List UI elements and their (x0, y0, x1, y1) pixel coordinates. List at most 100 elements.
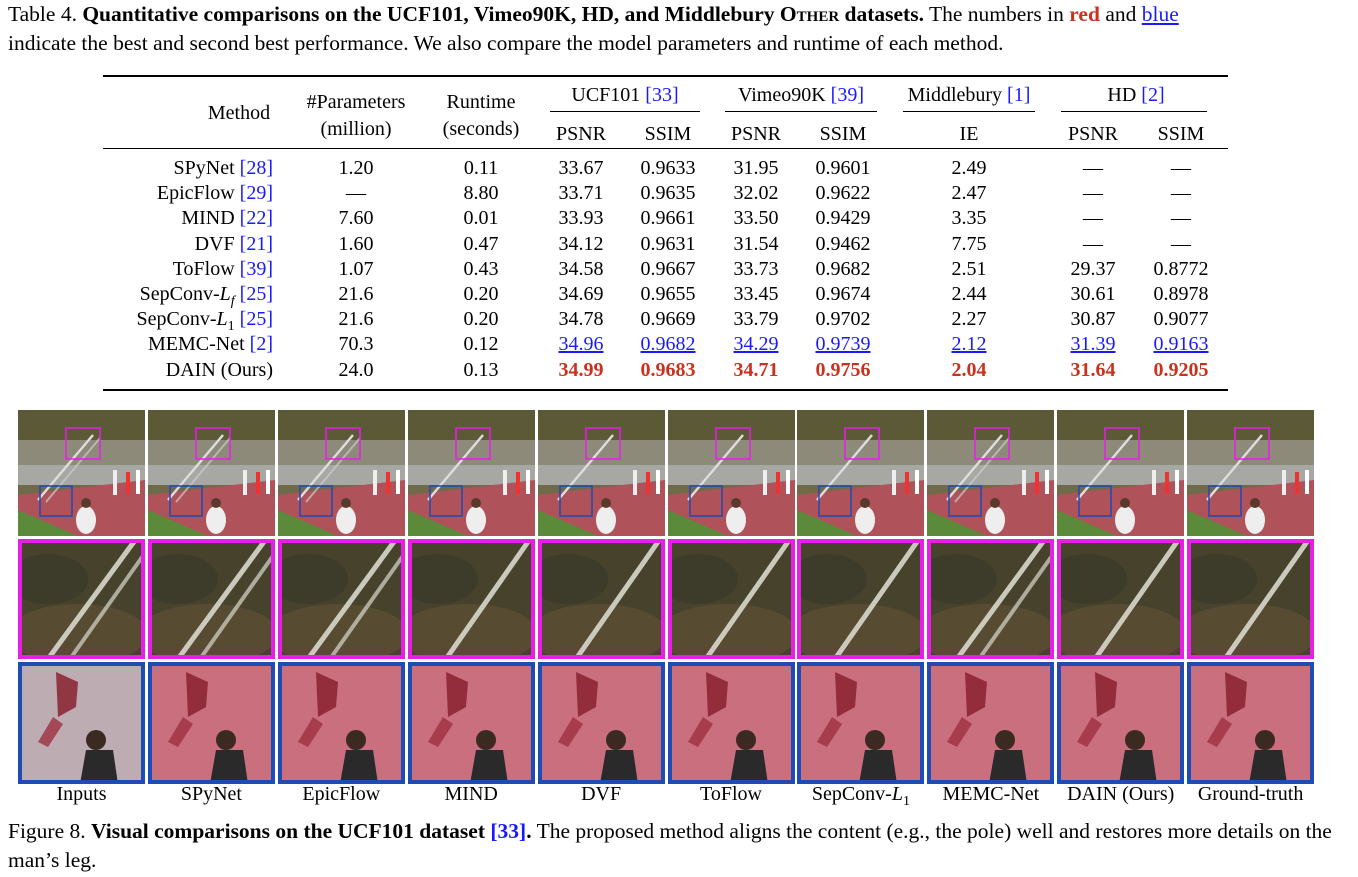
cell-ucf-ssim: 0.9667 (640, 257, 696, 280)
cell-params: 1.20 (338, 157, 374, 179)
pole-zoom-crop (667, 539, 795, 659)
cell-hd-ssim: — (1171, 207, 1191, 230)
cell-params: 21.6 (338, 308, 374, 331)
cell-params: 24.0 (338, 358, 374, 381)
red-word: red (1069, 2, 1100, 26)
cell-hd-ssim: — (1171, 232, 1191, 255)
leg-zoom-crop (667, 662, 795, 784)
cell-ie: 2.04 (951, 358, 987, 381)
cell-ie: 2.47 (951, 182, 987, 205)
cell-runtime: 0.20 (463, 308, 499, 331)
column-label: Inputs (56, 783, 107, 805)
table-caption-text-b: and (1099, 2, 1142, 26)
cell-ie: 7.75 (951, 232, 987, 255)
column-label: MIND (444, 783, 498, 805)
citation-link[interactable]: [25] (239, 283, 273, 305)
leg-zoom-crop (277, 662, 405, 784)
cell-hd-ssim: — (1171, 182, 1191, 205)
cell-params: 1.07 (338, 257, 374, 280)
scene-thumbnail (277, 410, 405, 536)
method-name: SPyNet [28] (173, 157, 273, 179)
figure-caption-ref[interactable]: [33] (490, 819, 527, 843)
header-ucf-psnr: PSNR (555, 123, 607, 145)
header-params-1: #Parameters (306, 91, 406, 113)
scene-thumbnail (927, 410, 1055, 536)
citation-link[interactable]: [25] (239, 308, 273, 331)
cell-runtime: 0.11 (463, 157, 499, 179)
cell-vim-ssim: 0.9601 (815, 157, 871, 179)
cell-hd-psnr: 30.87 (1070, 308, 1116, 331)
cell-vim-psnr: 31.95 (733, 157, 779, 179)
column-label: ToFlow (700, 783, 762, 805)
cell-ie: 3.35 (951, 207, 987, 230)
scene-thumbnail (1187, 410, 1315, 536)
cell-ucf-psnr: 33.93 (558, 207, 604, 230)
method-name: SepConv-L1 [25] (136, 308, 273, 335)
scene-thumbnail (1057, 410, 1185, 536)
header-vimeo-ssim: SSIM (819, 123, 867, 145)
citation-link[interactable]: [2] (249, 333, 273, 356)
cell-vim-ssim: 0.9756 (815, 358, 871, 381)
header-params-2: (million) (320, 118, 392, 140)
leg-zoom-crop (1187, 662, 1315, 784)
cell-ie: 2.27 (951, 308, 987, 331)
column-label: MEMC-Net (942, 783, 1040, 805)
figure-caption-prefix: Figure 8. (8, 819, 92, 843)
pole-zoom-crop (277, 539, 405, 659)
cell-runtime: 0.43 (463, 257, 499, 280)
cell-ucf-ssim: 0.9655 (640, 283, 696, 305)
cell-ucf-psnr: 34.78 (558, 308, 604, 331)
leg-zoom-crop (147, 662, 275, 784)
pole-zoom-crop (1057, 539, 1185, 659)
cell-ie: 2.12 (951, 333, 987, 356)
cell-vim-ssim: 0.9622 (815, 182, 871, 205)
scene-thumbnail (407, 410, 535, 536)
cell-ucf-psnr: 33.71 (558, 182, 604, 205)
table-top-rule (103, 75, 1228, 77)
cell-ucf-ssim: 0.9661 (640, 207, 696, 230)
scene-thumbnail (537, 410, 665, 536)
header-ucf101: UCF101 [33] (571, 84, 679, 106)
leg-zoom-crop (797, 662, 925, 784)
hd-group-line (1061, 111, 1207, 113)
vimeo90k-group-line (725, 111, 877, 113)
scene-thumbnail (667, 410, 795, 536)
method-name: MEMC-Net [2] (148, 333, 273, 356)
citation-link[interactable]: [21] (239, 232, 273, 255)
cell-hd-psnr: — (1083, 182, 1103, 205)
table-header-rule (103, 148, 1228, 150)
cell-vim-ssim: 0.9702 (815, 308, 871, 331)
cell-hd-ssim: 0.9163 (1153, 333, 1209, 356)
header-runtime-2: (seconds) (442, 118, 520, 140)
header-middlebury-ie: IE (959, 123, 979, 145)
column-label: SPyNet (180, 783, 242, 805)
figure-caption-text: The proposed method aligns the content (… (8, 819, 1332, 872)
pole-zoom-crop (797, 539, 925, 659)
header-method: Method (207, 102, 271, 124)
table-caption-text-c: indicate the best and second best perfor… (8, 31, 1004, 55)
header-hd-psnr: PSNR (1067, 123, 1119, 145)
scene-thumbnail (147, 410, 275, 536)
citation-link[interactable]: [22] (239, 207, 273, 230)
cell-params: 70.3 (338, 333, 374, 356)
blue-word[interactable]: blue (1141, 2, 1179, 26)
header-hd: HD [2] (1107, 84, 1165, 106)
citation-link[interactable]: [28] (239, 157, 273, 179)
cell-vim-ssim: 0.9739 (815, 333, 871, 356)
cell-hd-psnr: — (1083, 207, 1103, 230)
leg-zoom-crop (1057, 662, 1185, 784)
citation-link[interactable]: [39] (239, 257, 273, 280)
cell-runtime: 0.20 (463, 283, 499, 305)
cell-ucf-psnr: 34.96 (558, 333, 604, 356)
citation-link[interactable]: [29] (239, 182, 273, 205)
method-name: MIND [22] (181, 207, 273, 230)
cell-params: 7.60 (338, 207, 374, 230)
ucf101-group-line (550, 111, 700, 113)
cell-vim-psnr: 31.54 (733, 232, 779, 255)
cell-ucf-ssim: 0.9669 (640, 308, 696, 331)
pole-zoom-crop (537, 539, 665, 659)
header-runtime-1: Runtime (446, 91, 516, 113)
scene-thumbnail (18, 410, 145, 536)
pole-zoom-crop (147, 539, 275, 659)
leg-zoom-crop (407, 662, 535, 784)
